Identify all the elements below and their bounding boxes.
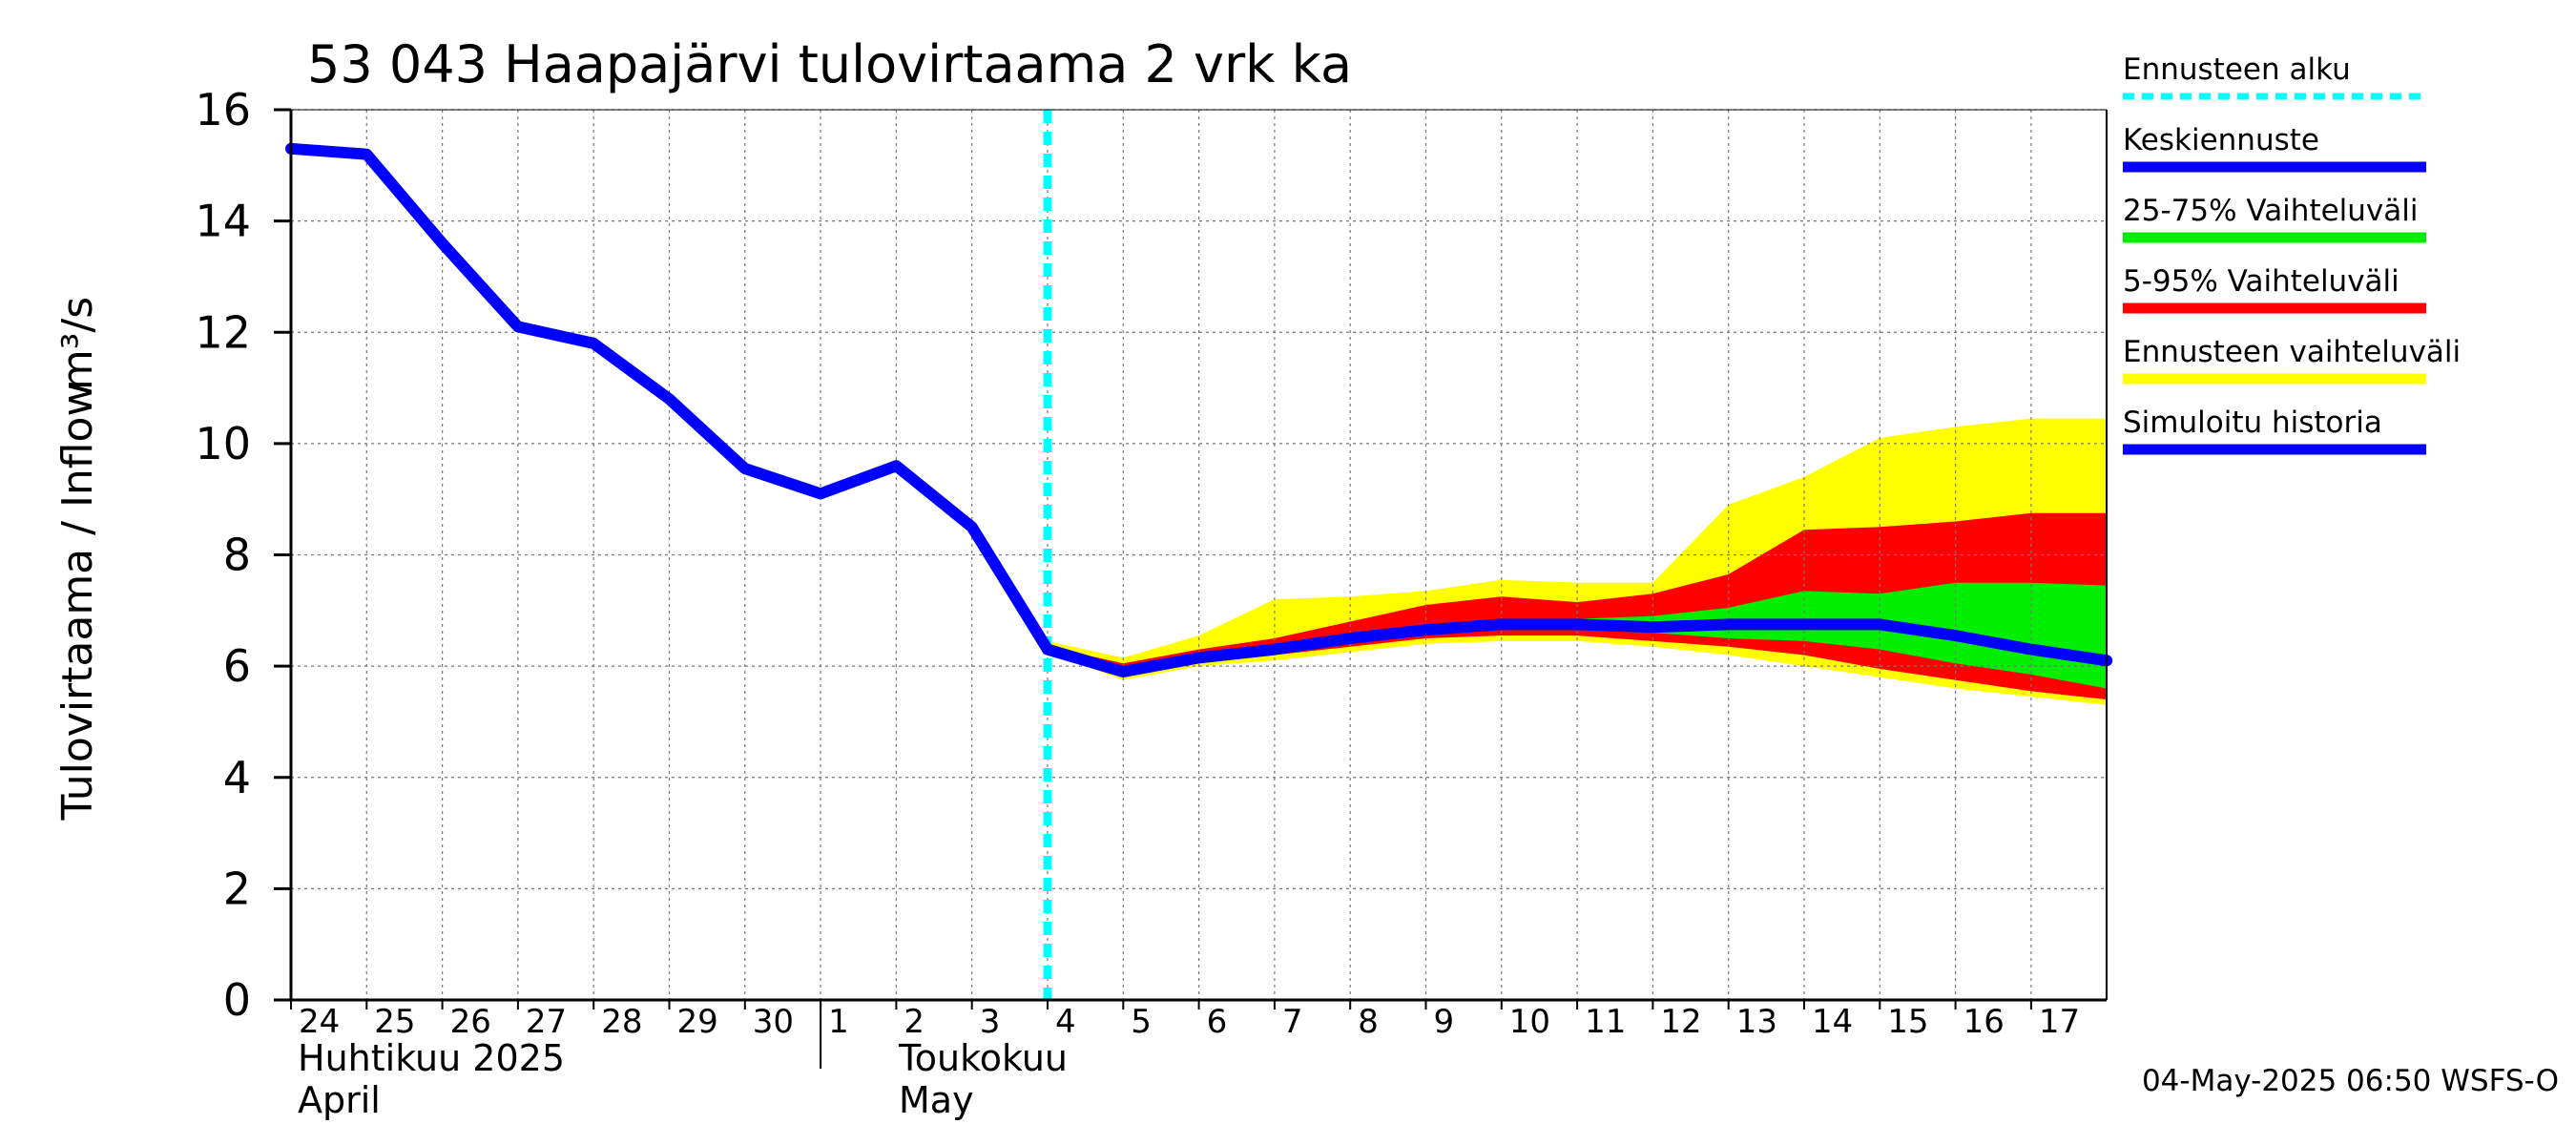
x-tick-label: 1 xyxy=(828,1003,849,1041)
lines-layer xyxy=(285,110,2113,1000)
x-tick-label: 14 xyxy=(1812,1003,1853,1041)
series-line-keskiennuste xyxy=(1042,618,2113,677)
x-tick-label: 8 xyxy=(1358,1003,1379,1041)
month-label-april-fi: Huhtikuu 2025 xyxy=(298,1037,565,1079)
y-tick-label: 8 xyxy=(223,530,251,581)
x-tick-label: 25 xyxy=(374,1003,415,1041)
y-tick-label: 4 xyxy=(223,752,251,803)
x-tick-label: 12 xyxy=(1660,1003,1701,1041)
x-tick-label: 7 xyxy=(1282,1003,1303,1041)
y-tick-label: 12 xyxy=(195,306,251,358)
y-axis-label: Tulovirtaama / Inflow xyxy=(53,383,102,822)
legend-label: Simuloitu historia xyxy=(2123,406,2382,440)
y-tick-label: 16 xyxy=(195,84,251,135)
timestamp: 04-May-2025 06:50 WSFS-O xyxy=(2142,1064,2559,1098)
x-tick-label: 3 xyxy=(980,1003,1001,1041)
x-tick-label: 28 xyxy=(601,1003,642,1041)
x-tick-label: 9 xyxy=(1434,1003,1455,1041)
legend-label: Ennusteen vaihteluväli xyxy=(2123,335,2461,369)
x-tick-label: 13 xyxy=(1736,1003,1777,1041)
grid-layer xyxy=(291,109,2107,1000)
x-tick-label: 16 xyxy=(1963,1003,2005,1041)
x-tick-label: 29 xyxy=(677,1003,718,1041)
chart-title: 53 043 Haapajärvi tulovirtaama 2 vrk ka xyxy=(307,34,1352,94)
x-tick-label: 10 xyxy=(1509,1003,1550,1041)
series-line-simuloitu-historia xyxy=(285,142,1053,656)
month-label-april-en: April xyxy=(298,1079,381,1121)
x-tick-label: 11 xyxy=(1585,1003,1626,1041)
legend-label: Ennusteen alku xyxy=(2123,52,2351,87)
month-label-may-en: May xyxy=(899,1079,974,1121)
y-tick-label: 2 xyxy=(223,863,251,914)
x-tick-label: 24 xyxy=(299,1003,340,1041)
x-tick-label: 27 xyxy=(526,1003,567,1041)
y-tick-label: 6 xyxy=(223,640,251,692)
x-tick-label: 30 xyxy=(753,1003,794,1041)
x-tick-label: 5 xyxy=(1131,1003,1152,1041)
x-tick-label: 15 xyxy=(1887,1003,1928,1041)
legend: Ennusteen alku Keskiennuste 25-75% Vaihtel… xyxy=(2123,52,2461,455)
x-tick-label: 26 xyxy=(450,1003,491,1041)
legend-label: Keskiennuste xyxy=(2123,123,2319,157)
y-tick-label: 0 xyxy=(223,974,251,1026)
x-tick-label: 17 xyxy=(2039,1003,2080,1041)
legend-label: 25-75% Vaihteluväli xyxy=(2123,194,2419,228)
month-label-may-fi: Toukokuu xyxy=(898,1037,1068,1079)
y-axis-unit: m³/s xyxy=(53,297,102,390)
y-tick-label: 14 xyxy=(195,196,251,247)
x-tick-label: 6 xyxy=(1207,1003,1228,1041)
x-tick-label: 2 xyxy=(904,1003,924,1041)
x-tick-label: 4 xyxy=(1055,1003,1076,1041)
legend-label: 5-95% Vaihteluväli xyxy=(2123,264,2399,299)
y-tick-label: 10 xyxy=(195,418,251,469)
band-25-75-vaihteluv-li xyxy=(1048,582,2108,689)
